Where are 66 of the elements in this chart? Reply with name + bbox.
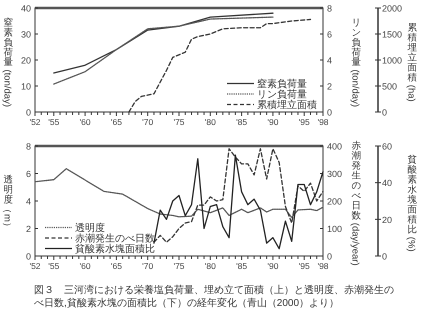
y-tick-label: 6 [26,169,31,179]
x-tick-label: '80 [204,117,216,127]
x-tick-label: '65 [110,117,122,127]
x-tick-label: '95 [298,117,310,127]
y-tick-label: 4 [26,196,31,206]
legend-label: 貧酸素水塊面積比 [75,243,155,255]
x-tick-label: '55 [48,117,60,127]
y3-tick-label: 1500 [382,30,402,40]
x-tick-label: '70 [142,261,154,271]
y3-tick-label: 60 [382,142,392,152]
x-tick-label: '60 [80,261,91,271]
x-tick-label: '70 [142,117,154,127]
y-tick-label: 2 [26,224,31,234]
legend-label: リン負荷量 [257,88,307,100]
y2-tick-label: 0 [327,108,332,118]
y-tick-label: 0 [26,108,31,118]
y2-tick-label: 4 [327,56,332,66]
legend-label: 累積埋立面積 [257,99,317,111]
y2-tick-label: 6 [327,30,332,40]
y3-tick-label: 500 [382,82,398,92]
y-tick-label: 10 [20,82,31,92]
x-tick-label: '52 [29,261,41,271]
x-tick-label: '55 [48,261,60,271]
y2-tick-label: 100 [327,224,342,234]
y2-tick-label: 0 [327,252,332,262]
y-tick-label: 0 [26,252,31,262]
text: 累積埋立面積 (ha) [406,22,418,102]
legend-label: 赤潮発生のべ日数 [75,232,155,244]
y3-tick-label: 0 [382,252,388,262]
y2-tick-label: 300 [327,169,342,179]
x-tick-label: '85 [236,117,248,127]
x-tick-label: '52 [29,117,41,127]
y3-tick-label: 40 [382,178,392,188]
x-tick-label: '80 [204,261,216,271]
y3-tick-label: 2000 [382,4,402,14]
text: 窒素負荷量 (ton/day) [2,17,14,108]
x-tick-label: '98 [317,117,329,127]
x-tick-label: '90 [267,261,279,271]
legend-label: 窒素負荷量 [257,78,307,90]
x-tick-label: '65 [110,261,122,271]
y2-tick-label: 400 [327,142,342,152]
y-tick-label: 8 [26,142,31,152]
text: リン負荷量 (ton/day) [350,17,362,108]
y-tick-label: 40 [20,4,31,14]
x-tick-label: '75 [173,261,185,271]
y-tick-label: 30 [20,30,31,40]
y3-tick-label: 0 [382,108,388,118]
y2-tick-label: 2 [327,82,332,92]
y3-tick-label: 20 [382,214,392,225]
line-series [53,12,274,74]
text: 貧酸素水塊面積比 (%) [406,154,418,252]
x-tick-label: '75 [173,117,185,127]
y2-tick-label: 8 [327,4,332,14]
y2-tick-label: 200 [327,196,342,206]
x-tick-label: '60 [80,117,91,127]
line-series [34,168,324,218]
legend-label: 透明度 [75,222,105,234]
caption: 図３ 三河湾における栄養塩負荷量、埋め立て面積（上）と透明度、赤潮発生のべ日数,貧酸素水塊の面積比（下）の経年変化（青山（2000）より） [34,284,395,310]
x-tick-label: '85 [236,261,248,271]
x-tick-label: '98 [317,261,329,271]
y-tick-label: 20 [20,56,31,66]
x-tick-label: '90 [267,117,279,127]
y-axis-title: 透明度（m） [2,173,14,232]
text: 赤潮発生のべ日数 (day/year) [350,140,362,266]
x-tick-label: '95 [298,261,310,271]
y3-tick-label: 1000 [382,56,402,66]
